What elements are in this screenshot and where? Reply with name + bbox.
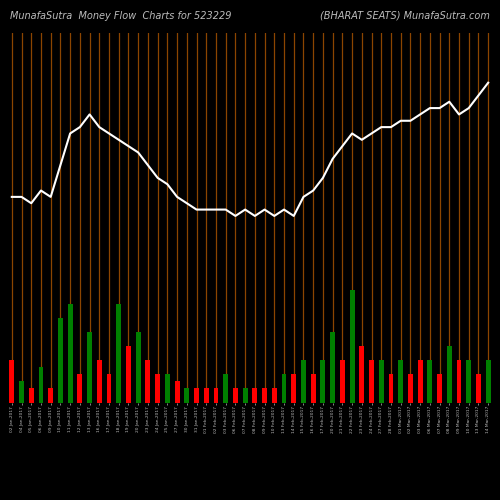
Bar bbox=[437, 374, 442, 402]
Bar bbox=[428, 360, 432, 403]
Bar bbox=[301, 360, 306, 403]
Bar bbox=[58, 318, 63, 402]
Bar bbox=[447, 346, 452, 403]
Bar bbox=[29, 388, 34, 402]
Text: MunafaSutra  Money Flow  Charts for 523229: MunafaSutra Money Flow Charts for 523229 bbox=[10, 11, 232, 21]
Bar bbox=[68, 304, 72, 402]
Bar bbox=[282, 374, 286, 402]
Bar bbox=[369, 360, 374, 403]
Bar bbox=[87, 332, 92, 402]
Bar bbox=[292, 374, 296, 402]
Bar bbox=[330, 332, 335, 402]
Bar bbox=[214, 388, 218, 402]
Bar bbox=[252, 388, 258, 402]
Bar bbox=[116, 304, 121, 402]
Text: (BHARAT SEATS) MunafaSutra.com: (BHARAT SEATS) MunafaSutra.com bbox=[320, 11, 490, 21]
Bar bbox=[476, 374, 481, 402]
Bar bbox=[126, 346, 131, 403]
Bar bbox=[242, 388, 248, 402]
Bar bbox=[360, 346, 364, 403]
Bar bbox=[262, 388, 267, 402]
Bar bbox=[224, 374, 228, 402]
Bar bbox=[456, 360, 462, 403]
Bar bbox=[19, 382, 24, 402]
Bar bbox=[106, 374, 112, 402]
Bar bbox=[155, 374, 160, 402]
Bar bbox=[379, 360, 384, 403]
Bar bbox=[48, 388, 53, 402]
Bar bbox=[204, 388, 208, 402]
Bar bbox=[418, 360, 422, 403]
Bar bbox=[97, 360, 102, 403]
Bar bbox=[10, 360, 14, 403]
Bar bbox=[320, 360, 326, 403]
Bar bbox=[408, 374, 413, 402]
Bar bbox=[146, 360, 150, 403]
Bar bbox=[466, 360, 471, 403]
Bar bbox=[78, 374, 82, 402]
Bar bbox=[136, 332, 140, 402]
Bar bbox=[165, 374, 170, 402]
Bar bbox=[340, 360, 345, 403]
Bar bbox=[233, 388, 238, 402]
Bar bbox=[388, 374, 394, 402]
Bar bbox=[194, 388, 199, 402]
Bar bbox=[174, 382, 180, 402]
Bar bbox=[38, 368, 44, 402]
Bar bbox=[486, 360, 490, 403]
Bar bbox=[311, 374, 316, 402]
Bar bbox=[398, 360, 403, 403]
Bar bbox=[272, 388, 276, 402]
Bar bbox=[184, 388, 189, 402]
Bar bbox=[350, 290, 354, 403]
